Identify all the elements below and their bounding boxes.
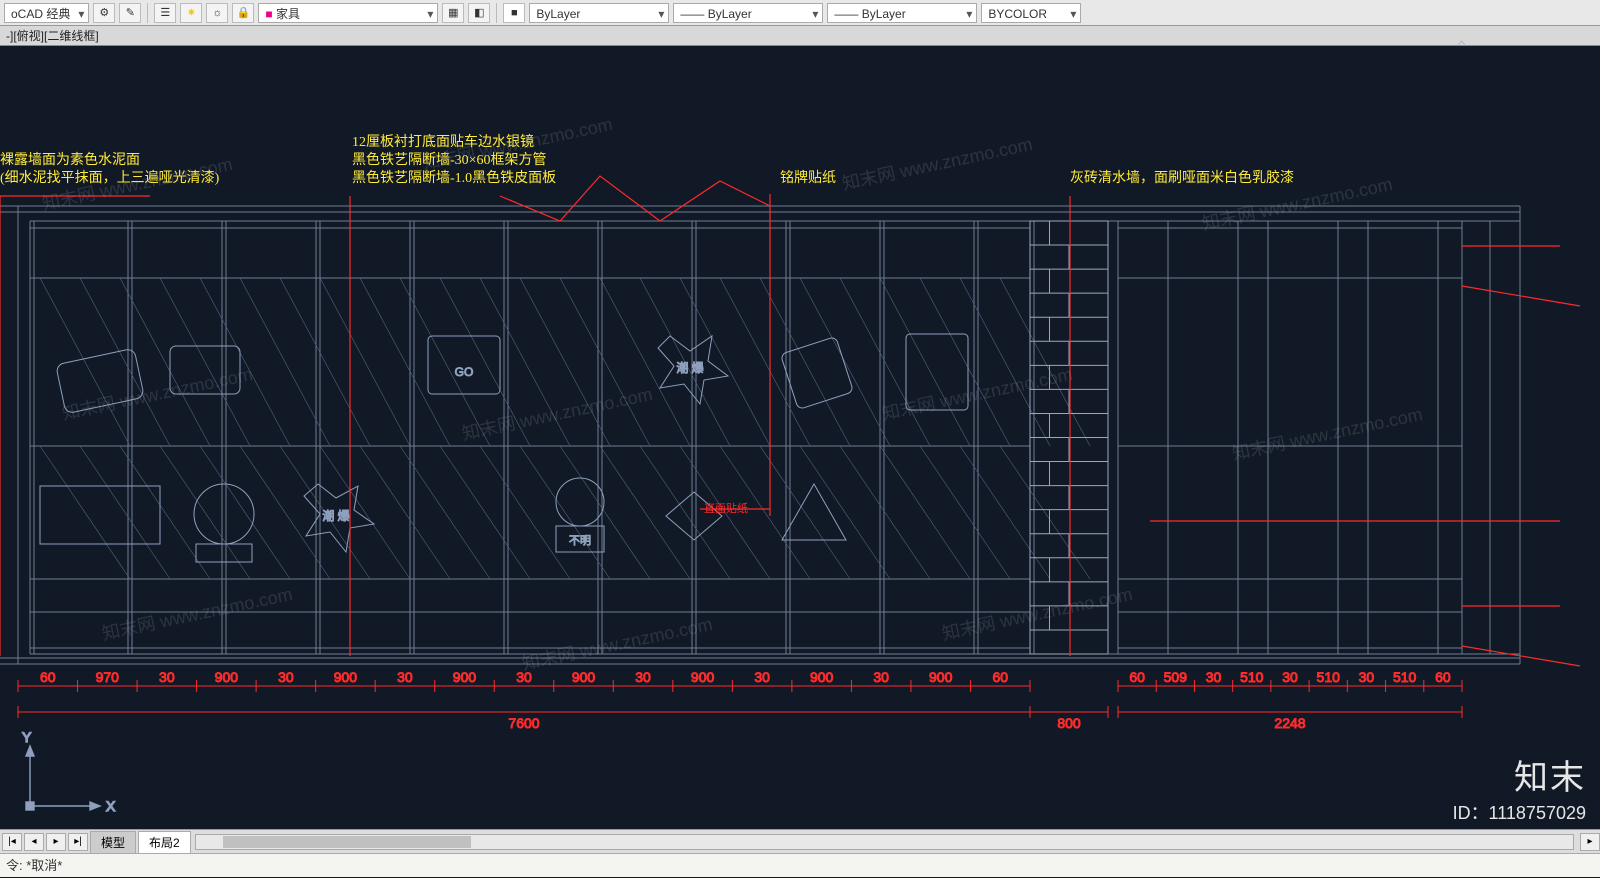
tab-nav-last[interactable]: ▸| (68, 833, 88, 851)
toolbar-icon-2[interactable]: ✎ (119, 3, 141, 23)
anno-3: 铭牌贴纸 (780, 169, 836, 186)
svg-text:7600: 7600 (508, 715, 539, 731)
svg-text:60: 60 (992, 669, 1008, 685)
workspace-dropdown[interactable]: oCAD 经典 (4, 3, 89, 23)
svg-text:潮 爆: 潮 爆 (676, 360, 703, 375)
top-toolbar: oCAD 经典 ⚙ ✎ ☰ ✷ ☼ 🔒 ■ 家具 ▦ ◧ ■ ByLayer —… (0, 0, 1600, 26)
anno-2-line3: 黑色铁艺隔断墙-1.0黑色铁皮面板 (352, 169, 556, 186)
svg-text:30: 30 (1282, 669, 1298, 685)
layer-icon[interactable]: ☰ (154, 3, 176, 23)
lock-icon[interactable]: 🔒 (232, 3, 254, 23)
svg-text:2248: 2248 (1274, 715, 1305, 731)
svg-text:30: 30 (397, 669, 413, 685)
layer-dropdown[interactable]: ■ 家具 (258, 3, 438, 23)
svg-text:900: 900 (334, 669, 358, 685)
svg-text:900: 900 (572, 669, 596, 685)
svg-text:800: 800 (1057, 715, 1081, 731)
svg-text:30: 30 (1206, 669, 1222, 685)
svg-text:60: 60 (40, 669, 56, 685)
toolbar-icon-1[interactable]: ⚙ (93, 3, 115, 23)
scroll-right[interactable]: ▸ (1580, 833, 1600, 851)
svg-text:30: 30 (1359, 669, 1375, 685)
layer-name: 家具 (276, 7, 300, 21)
tab-model[interactable]: 模型 (90, 831, 136, 853)
svg-text:900: 900 (929, 669, 953, 685)
svg-text:30: 30 (754, 669, 770, 685)
plotstyle-dropdown[interactable]: BYCOLOR (981, 3, 1081, 23)
color-dropdown[interactable]: ByLayer (529, 3, 669, 23)
svg-text:30: 30 (278, 669, 294, 685)
svg-text:900: 900 (810, 669, 834, 685)
command-line[interactable]: 令: *取消* (0, 853, 1600, 877)
svg-text:GO: GO (455, 365, 474, 379)
svg-text:510: 510 (1240, 669, 1264, 685)
svg-text:900: 900 (215, 669, 239, 685)
tab-layout2[interactable]: 布局2 (138, 831, 191, 853)
linetype-dropdown[interactable]: —— ByLayer (673, 3, 823, 23)
svg-text:900: 900 (691, 669, 715, 685)
ucs-icon: X Y (22, 729, 116, 814)
tab-nav-prev[interactable]: ◂ (24, 833, 44, 851)
svg-text:510: 510 (1393, 669, 1417, 685)
svg-text:970: 970 (96, 669, 120, 685)
toolbar-icon-3[interactable]: ▦ (442, 3, 464, 23)
anno-2-line2: 黑色铁艺隔断墙-30×60框架方管 (352, 151, 547, 168)
layout-tabs-bar: |◂ ◂ ▸ ▸| 模型 布局2 ▸ (0, 829, 1600, 853)
bulb-icon[interactable]: ✷ (180, 3, 202, 23)
svg-text:30: 30 (159, 669, 175, 685)
svg-text:直面贴纸: 直面贴纸 (704, 501, 748, 515)
viewport-tab-strip: -][俯视][二维线框] (0, 26, 1600, 46)
tab-nav-first[interactable]: |◂ (2, 833, 22, 851)
svg-text:X: X (106, 798, 116, 814)
svg-text:Y: Y (22, 729, 32, 745)
color-swatch-icon[interactable]: ■ (503, 3, 525, 23)
lineweight-dropdown[interactable]: —— ByLayer (827, 3, 977, 23)
svg-text:900: 900 (453, 669, 477, 685)
anno-2-line1: 12厘板衬打底面贴车边水银镜 (352, 133, 534, 150)
svg-text:潮 爆: 潮 爆 (322, 508, 349, 523)
svg-text:60: 60 (1129, 669, 1145, 685)
anno-1-line1: 裸露墙面为素色水泥面 (0, 151, 140, 168)
toolbar-icon-4[interactable]: ◧ (468, 3, 490, 23)
svg-text:509: 509 (1164, 669, 1188, 685)
tab-nav-next[interactable]: ▸ (46, 833, 66, 851)
svg-text:不明: 不明 (569, 534, 591, 547)
horizontal-scrollbar[interactable] (195, 834, 1574, 850)
sun-icon[interactable]: ☼ (206, 3, 228, 23)
drawing-canvas[interactable]: GO 潮 爆 潮 爆 不明 裸露墙面 (0, 46, 1600, 829)
svg-text:60: 60 (1435, 669, 1451, 685)
anno-1-line2: (细水泥找平抹面，上三遍哑光清漆) (0, 170, 220, 186)
svg-text:30: 30 (635, 669, 651, 685)
anno-4: 灰砖清水墙，面刷哑面米白色乳胶漆 (1070, 169, 1294, 186)
svg-text:30: 30 (873, 669, 889, 685)
svg-text:510: 510 (1317, 669, 1341, 685)
svg-text:30: 30 (516, 669, 532, 685)
